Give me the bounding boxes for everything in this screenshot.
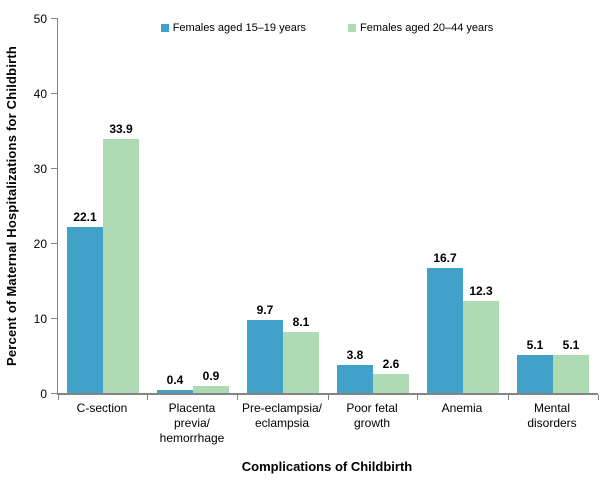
bar-column: 5.1 [553,339,589,393]
bar-column: 3.8 [337,347,373,393]
bar-value-label: 33.9 [109,121,133,136]
bar-value-label: 8.1 [292,315,310,330]
bar-column: 33.9 [103,123,139,393]
x-tick-mark [507,395,509,400]
bar-group: 16.7 12.3 [418,18,508,393]
bar-value-label: 9.7 [256,303,274,318]
bar-value-label: 3.8 [346,347,364,362]
y-tick-label: 10 [33,312,47,326]
bar-value-label: 16.7 [433,250,457,265]
bar-groups-container: 22.1 33.9 0.4 0.9 9.7 8.1 3.8 2.6 16.7 12.3 5.1 5.1 [58,18,598,393]
y-tick-label: 50 [33,12,47,26]
legend-swatch-icon [348,24,356,32]
x-axis-title: Complications of Childbirth [241,459,413,474]
bar-value-label: 2.6 [382,356,400,371]
bar-value-label: 5.1 [526,337,544,352]
bar-group: 0.4 0.9 [148,18,238,393]
bar-group: 3.8 2.6 [328,18,418,393]
bar [157,390,193,393]
y-tick-mark [51,242,57,244]
bar-value-label: 12.3 [469,283,493,298]
x-category-label: Poor fetal growth [346,401,398,430]
x-category-label: Placenta previa/ hemorrhage [159,401,225,445]
plot-area: 22.1 33.9 0.4 0.9 9.7 8.1 3.8 2.6 16.7 12.3 5.1 5.1… [34,12,599,401]
y-tick-mark [51,317,57,319]
bar-value-label: 22.1 [73,210,97,225]
y-tick-label: 20 [33,237,47,251]
x-tick-mark [237,395,239,400]
x-tick-mark [57,395,59,400]
bar [463,300,499,393]
bar-value-label: 0.9 [202,369,220,384]
bar-column: 12.3 [463,285,499,393]
bar-column: 0.4 [157,374,193,393]
bar-column: 9.7 [247,304,283,393]
bar-group: 5.1 5.1 [508,18,598,393]
bar-value-label: 0.4 [166,373,184,387]
y-axis-title: Percent of Maternal Hospitalizations for… [4,45,19,366]
x-category-label: C-section [76,401,128,415]
bar [283,332,319,393]
bar [247,320,283,393]
x-axis-labels: C-section Placenta previa/ hemorrhage Pre-… [57,401,597,446]
bar-column: 16.7 [427,252,463,393]
y-tick-mark [51,92,57,94]
x-category-label: Pre-eclampsia/ eclampsia [241,401,323,430]
bar-column: 22.1 [67,211,103,393]
bar-column: 0.9 [193,370,229,393]
legend-label: Females aged 20–44 years [360,22,494,34]
bar-group: 22.1 33.9 [58,18,148,393]
bar [373,373,409,393]
bar-column: 5.1 [517,339,553,393]
bar-group: 9.7 8.1 [238,18,328,393]
y-tick-label: 40 [33,87,47,101]
bar-column: 2.6 [373,356,409,393]
bar [67,227,103,393]
bar [337,364,373,393]
legend-item: Females aged 15–19 years [160,22,306,34]
bar [553,354,589,393]
bar [103,138,139,393]
y-tick-mark [51,392,57,394]
x-category-label: Anemia [441,401,483,415]
bar [193,386,229,393]
x-tick-mark [327,395,329,400]
bar-column: 8.1 [283,316,319,393]
x-tick-mark [597,395,599,400]
y-tick-label: 30 [33,162,47,176]
x-tick-mark [147,395,149,400]
y-tick-label: 0 [40,387,47,401]
y-tick-mark [51,167,57,169]
y-tick-mark [51,17,57,19]
legend-item: Females aged 20–44 years [348,22,493,34]
legend-label: Females aged 15–19 years [172,22,306,34]
legend-swatch-icon [160,24,169,32]
bar [427,267,463,393]
bar-value-label: 5.1 [562,337,580,352]
legend: Females aged 15–19 years Females aged 20–… [57,22,597,34]
x-category-label: Mental disorders [527,401,577,430]
x-tick-mark [417,395,419,400]
bar [517,354,553,393]
